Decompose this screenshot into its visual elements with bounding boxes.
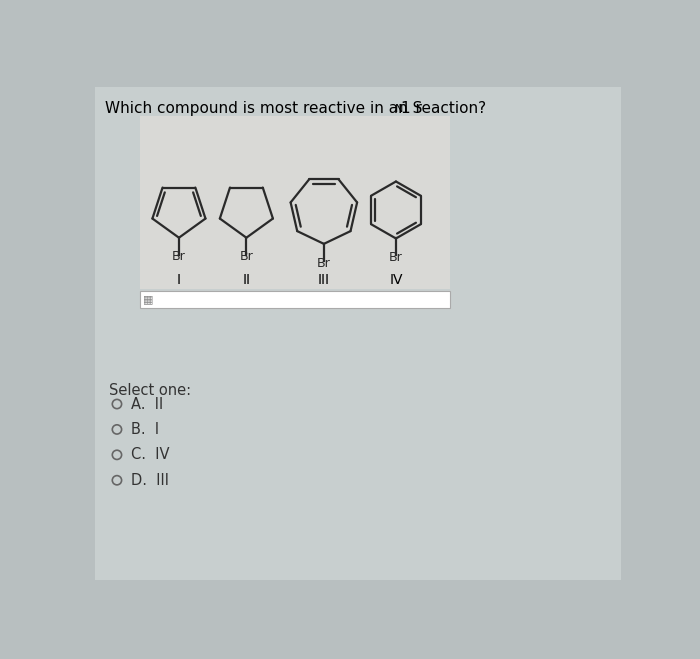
Text: IV: IV: [389, 273, 402, 287]
Text: D.  III: D. III: [131, 473, 169, 488]
Text: ▦: ▦: [144, 295, 154, 304]
Text: I: I: [177, 273, 181, 287]
Text: Br: Br: [389, 251, 402, 264]
Text: C.  IV: C. IV: [131, 447, 169, 463]
Text: B.  I: B. I: [131, 422, 159, 437]
Text: Br: Br: [172, 250, 186, 264]
Text: Br: Br: [317, 256, 330, 270]
Text: II: II: [242, 273, 251, 287]
Text: Select one:: Select one:: [109, 384, 191, 398]
Text: 1 reaction?: 1 reaction?: [401, 101, 486, 115]
Text: Which compound is most reactive in an S: Which compound is most reactive in an S: [104, 101, 422, 115]
FancyBboxPatch shape: [140, 291, 450, 308]
Text: III: III: [318, 273, 330, 287]
Text: N: N: [395, 103, 403, 114]
Text: Br: Br: [239, 250, 253, 264]
Text: A.  II: A. II: [131, 397, 163, 411]
FancyBboxPatch shape: [140, 116, 450, 289]
FancyBboxPatch shape: [95, 87, 621, 579]
